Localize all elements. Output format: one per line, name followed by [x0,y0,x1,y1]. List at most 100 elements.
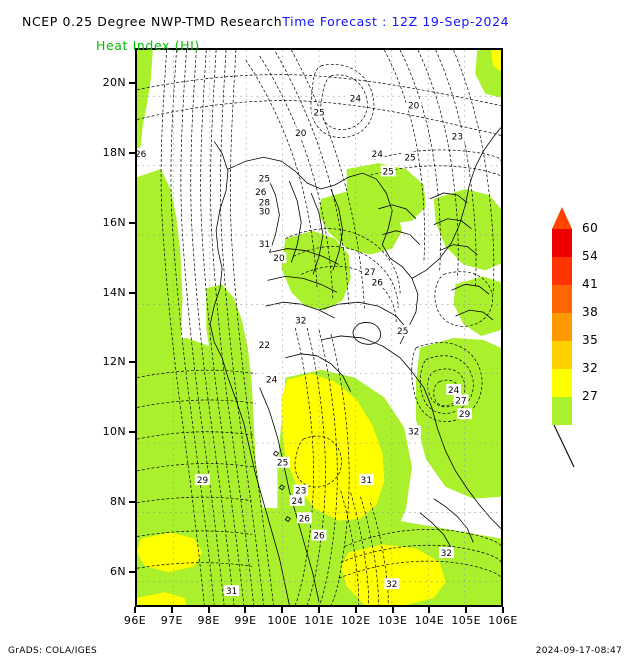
contour-label-background [275,456,291,468]
colorbar-tick-label: 54 [582,249,599,263]
longitude-tick-mark [244,607,247,613]
colorbar-segment [552,369,572,397]
longitude-tick-mark [207,607,210,613]
contour-label: 29 [459,410,471,420]
contour-label: 26 [255,188,267,198]
contour-label: 27 [455,396,466,406]
contour-label: 32 [408,428,419,438]
contour-label-background [297,512,312,524]
contour-label-background [195,474,210,486]
colorbar-arrow-max [552,207,572,229]
contour-label: 25 [382,167,393,177]
colorbar-tail-line [553,425,575,468]
contour-label: 24 [291,497,303,507]
longitude-tick-mark [281,607,284,613]
contour-label: 31 [259,240,270,250]
contour-label: 25 [313,108,324,118]
contour-label: 29 [197,476,209,486]
latitude-tick-mark [129,361,135,364]
colorbar-segment [552,229,572,257]
colorbar-tick-label: 41 [582,277,599,291]
contour-label-background [256,205,272,217]
longitude-tick-label: 103E [377,614,408,627]
contour-label-background [289,494,305,506]
contour-label-background [256,338,272,350]
contour-label: 27 [364,268,375,278]
longitude-tick-mark [391,607,394,613]
contour-label: 26 [299,514,311,524]
contour-label-background [406,425,422,437]
contour-label: 26 [372,278,384,288]
contour-label: 32 [441,549,452,559]
contour-label-background [438,547,454,558]
contour-label-background [224,585,240,597]
contour-label: 25 [397,327,408,337]
contour-label: 24 [266,375,278,385]
contour-label-background [271,252,287,264]
latitude-tick-mark [129,221,135,224]
contour-label: 23 [295,486,306,496]
longitude-tick-label: 101E [304,614,334,627]
contour-label-background [384,578,400,590]
colorbar-segment [552,397,572,425]
colorbar-segment [552,257,572,285]
contour-label: 23 [452,133,463,143]
longitude-tick-mark [134,607,136,613]
latitude-tick-label: 20N [102,75,126,89]
heatmap-canvas: 2625262830312524202324252520202726322522… [137,50,501,605]
map-gridlines [137,50,501,605]
chart-subtitle: Heat Index (HI) [96,38,200,53]
contour-label: 25 [277,459,288,469]
latitude-tick-label: 14N [102,285,126,299]
longitude-tick-mark [354,607,357,613]
contour-label: 24 [372,150,384,160]
longitude-tick-label: 96E [123,614,147,627]
colorbar-tick-label: 38 [582,305,599,319]
contour-label-background [369,276,385,288]
longitude-tick-label: 105E [451,614,481,627]
contour-label: 26 [137,150,147,160]
title-agency-text: NCEP 0.25 Degree NWP-TMD Research [22,14,283,29]
latitude-tick-label: 12N [102,355,126,369]
contour-label: 22 [259,341,270,351]
latitude-tick-mark [129,431,135,434]
contour-label-background [253,186,269,198]
contour-label-background [449,130,465,142]
longitude-tick-mark [465,607,468,613]
contour-label-background [293,484,309,496]
contour-label: 20 [273,254,285,264]
contour-label-background [358,474,374,486]
contour-label: 30 [259,207,271,217]
latitude-tick-mark [129,151,135,154]
longitude-tick-mark [318,607,320,613]
contour-label: 25 [259,174,270,184]
region-band-32-35 [137,50,501,605]
latitude-tick-mark [129,501,135,504]
longitude-tick-label: 104E [414,614,445,627]
contour-label-background [369,148,385,160]
latitude-tick-label: 18N [102,145,126,159]
contour-label-background [256,172,272,184]
latitude-tick-label: 8N [109,495,126,509]
page-title: NCEP 0.25 Degree NWP-TMD ResearchTime Fo… [22,14,509,29]
contour-label: 31 [226,587,237,597]
longitude-tick-label: 100E [267,614,297,627]
map-plot-area: 2625262830312524202324252520202726322522… [135,48,503,607]
contour-label-background [256,196,272,208]
longitude-tick-label: 106E [488,614,518,627]
contour-label-background [395,325,411,336]
colorbar-segment [552,285,572,313]
contour-label: 26 [313,532,325,542]
latitude-tick-mark [129,571,135,574]
contour-label: 32 [386,580,397,590]
latitude-tick-label: 10N [102,425,126,439]
contour-label: 24 [448,386,460,396]
colorbar-tick-label: 27 [582,389,599,403]
contour-label-background [406,99,422,111]
contour-label-background [446,383,462,395]
title-forecast-text: Time Forecast : 12Z 19-Sep-2024 [282,14,510,29]
footer-timestamp: 2024-09-17-08:47 [535,646,622,656]
contour-label-background [293,127,309,139]
footer-credit: GrADS: COLA/IGES [8,646,97,656]
longitude-tick-label: 97E [160,614,183,627]
